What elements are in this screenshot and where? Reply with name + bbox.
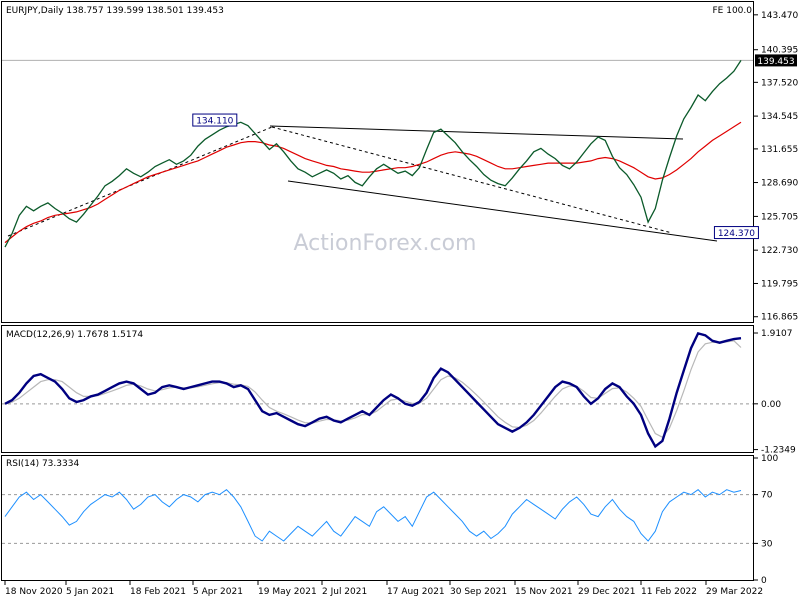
rsi-label: RSI(14) 73.3334: [6, 459, 79, 469]
price-y-tick-label: 122.730: [761, 246, 798, 256]
price-y-tick-label: 128.690: [761, 179, 798, 189]
macd-y-tick-label: 0.00: [761, 400, 781, 410]
price-y-tick-label: 143.470: [761, 11, 798, 21]
price-y-tick-label: 140.395: [761, 46, 798, 56]
x-tick-label: 29 Dec 2021: [578, 587, 636, 597]
price-y-tick-label: 119.795: [761, 279, 798, 289]
price-y-tick-label: 134.545: [761, 112, 798, 122]
watermark: ActionForex.com: [294, 231, 477, 256]
price-y-tick-label: 137.520: [761, 78, 798, 88]
annotation-box: [192, 113, 238, 127]
x-tick-label: 17 Aug 2021: [387, 587, 445, 597]
rsi-y-tick-label: 70: [761, 491, 773, 501]
x-tick-label: 15 Nov 2021: [515, 587, 573, 597]
macd-panel-frame: [1, 325, 754, 453]
moving-average-line: [4, 121, 742, 244]
rsi-y-tick-label: 100: [761, 454, 778, 464]
annotation-label: 124.370: [718, 229, 755, 239]
price-y-ticks: 143.470 140.395 137.520 134.545 131.655 128.6…: [753, 11, 798, 323]
x-axis: 18 Nov 2020 5 Jan 2021 18 Feb 2021 5 Apr 20…: [4, 581, 763, 597]
falling-dashed-line: [271, 126, 673, 234]
rsi-panel-frame: [1, 455, 754, 581]
macd-y-tick-label: 1.9107: [761, 329, 793, 339]
x-tick-label: 30 Sep 2021: [450, 587, 507, 597]
price-panel: 143.470 140.395 137.520 134.545 131.655 128.6…: [2, 6, 798, 323]
macd-line: [4, 331, 742, 449]
x-tick-label: 18 Feb 2021: [130, 587, 186, 597]
x-tick-label: 2 Jul 2021: [322, 587, 367, 597]
price-y-tick-label: 116.865: [761, 313, 798, 323]
x-tick-label: 29 Mar 2022: [706, 587, 763, 597]
rsi-panel: 100 70 30 0 RSI(14) 73.3334: [2, 454, 778, 586]
macd-label: MACD(12,26,9) 1.7678 1.5174: [6, 330, 143, 340]
current-price-label: 139.453: [757, 57, 794, 67]
lower-channel-line: [287, 180, 718, 242]
price-panel-frame: [1, 1, 754, 323]
current-price-badge: 139.453: [755, 54, 797, 67]
rsi-y-tick-label: 30: [761, 539, 773, 549]
rsi-y-tick-label: 0: [761, 576, 767, 586]
x-tick-label: 18 Nov 2020: [5, 587, 63, 597]
annotation-label: 134.110: [196, 117, 233, 127]
price-line: [4, 60, 742, 248]
x-tick-label: 11 Feb 2022: [641, 587, 697, 597]
x-tick-label: 19 May 2021: [258, 587, 317, 597]
upper-channel-line: [269, 125, 684, 140]
x-tick-label: 5 Apr 2021: [193, 587, 243, 597]
symbol-header: EURJPY,Daily 138.757 139.599 138.501 139…: [6, 6, 224, 16]
macd-panel: 1.9107 0.00 -1.2349 MACD(12,26,9) 1.7678 1…: [2, 329, 796, 456]
price-annotation: 134.110: [192, 113, 238, 127]
rsi-line: [4, 489, 742, 542]
fe-label: FE 100.0: [713, 6, 753, 16]
macd-y-tick-label: -1.2349: [761, 446, 796, 456]
price-y-tick-label: 125.705: [761, 212, 798, 222]
annotation-box: [713, 226, 759, 240]
x-tick-label: 5 Jan 2021: [66, 587, 114, 597]
price-annotation: 124.370: [713, 226, 759, 240]
price-y-tick-label: 131.655: [761, 145, 798, 155]
